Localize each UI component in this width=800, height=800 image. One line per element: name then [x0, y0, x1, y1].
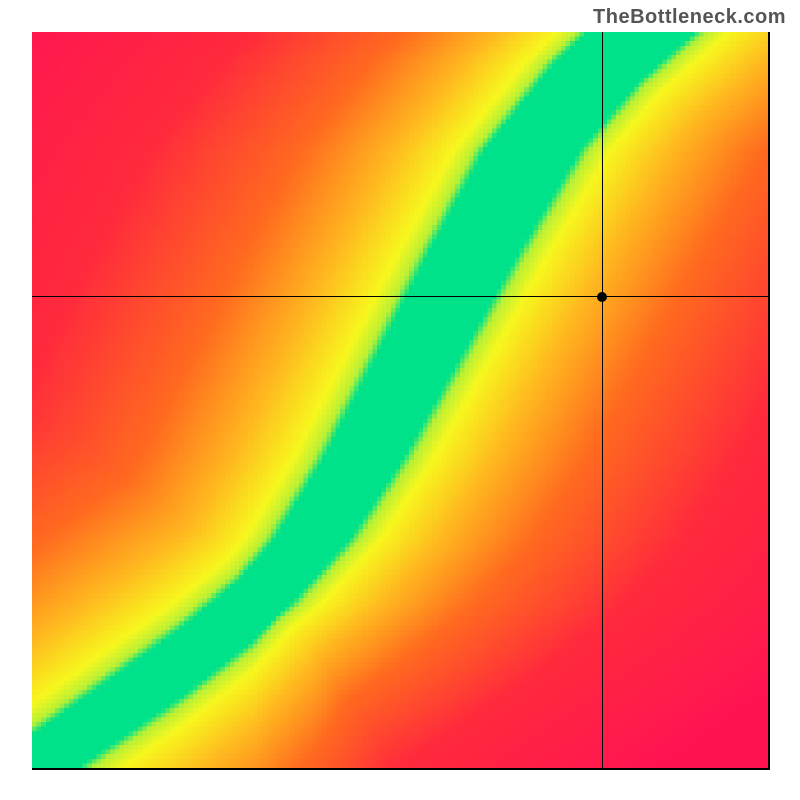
crosshair-horizontal: [32, 296, 768, 297]
crosshair-vertical: [602, 32, 603, 768]
watermark-text: TheBottleneck.com: [593, 6, 786, 29]
crosshair-marker: [597, 292, 607, 302]
heatmap-canvas: [32, 32, 768, 768]
figure-container: TheBottleneck.com: [0, 0, 800, 800]
plot-area: [32, 32, 770, 770]
